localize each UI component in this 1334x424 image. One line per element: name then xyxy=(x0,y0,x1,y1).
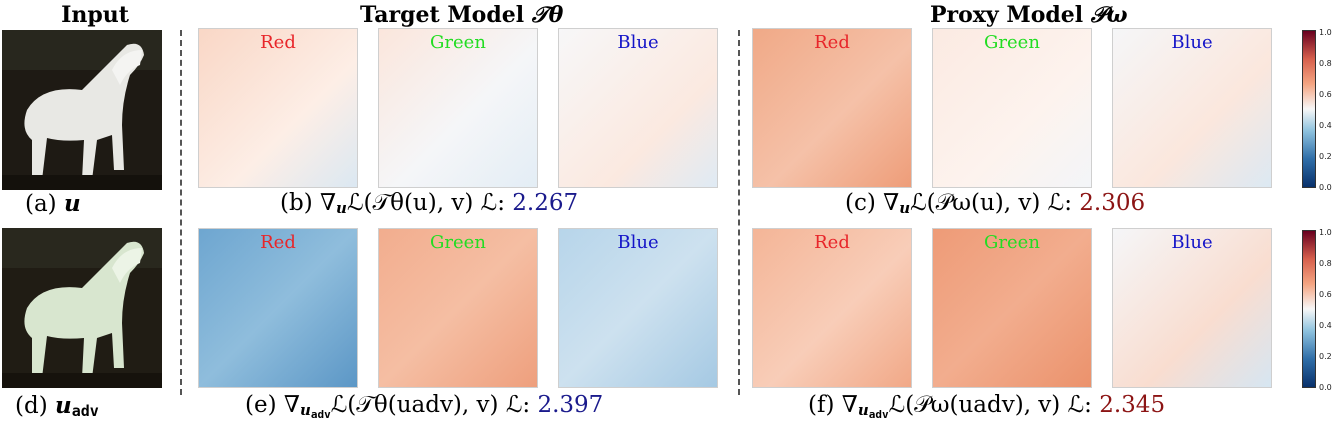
caption-b-loss-value: 2.267 xyxy=(512,190,579,216)
caption-c-var: u xyxy=(899,199,911,217)
gradient-map-target-blue-uadv xyxy=(558,228,718,388)
separator-right xyxy=(738,30,740,395)
caption-e-expression: ℒ(𝒯θ(uadv), v) xyxy=(330,392,499,418)
gradient-map-proxy-blue-u xyxy=(1112,28,1272,188)
separator-left xyxy=(180,30,182,395)
colorbar-bottom xyxy=(1302,230,1316,388)
caption-d: (d) uadv xyxy=(15,392,99,420)
gradient-map-proxy-green-uadv xyxy=(932,228,1092,388)
caption-f: (f) ∇uadvℒ(𝒫ω(uadv), v) ℒ: 2.345 xyxy=(808,392,1165,421)
colorbar-tick: 0.6 xyxy=(1319,90,1332,99)
gradient-map-proxy-red-uadv xyxy=(752,228,912,388)
gradient-map-proxy-red-u xyxy=(752,28,912,188)
colorbar-tick: 1.0 xyxy=(1319,228,1332,237)
colorbar-tick: 0.0 xyxy=(1319,383,1332,392)
caption-b-label: (b) xyxy=(280,190,313,216)
colorbar-tick: 0.6 xyxy=(1319,290,1332,299)
caption-b-expression: ℒ(𝒯θ(u), v) xyxy=(346,190,474,216)
horse-image-original xyxy=(2,30,162,190)
label-green: Green xyxy=(430,232,486,253)
label-green: Green xyxy=(984,232,1040,253)
caption-d-sub: adv xyxy=(71,402,99,420)
caption-e-var: u xyxy=(299,401,311,419)
caption-f-label: (f) xyxy=(808,392,835,418)
caption-e: (e) ∇uadvℒ(𝒯θ(uadv), v) ℒ: 2.397 xyxy=(245,392,603,421)
caption-d-var: u xyxy=(54,392,72,419)
horse-image-adversarial xyxy=(2,228,162,388)
label-blue: Blue xyxy=(1171,32,1213,53)
caption-b-nabla: ∇ xyxy=(319,190,337,216)
caption-c-expression: ℒ(𝒫ω(u), v) xyxy=(910,190,1041,216)
header-proxy-model: Proxy Model 𝒫ω xyxy=(930,2,1128,28)
caption-c-loss-label: ℒ: xyxy=(1047,190,1072,216)
caption-b-var: u xyxy=(336,199,347,217)
caption-c: (c) ∇uℒ(𝒫ω(u), v) ℒ: 2.306 xyxy=(845,190,1145,217)
header-target-model: Target Model 𝒯θ xyxy=(360,2,563,28)
colorbar-tick: 0.8 xyxy=(1319,259,1332,268)
label-red: Red xyxy=(260,32,296,53)
caption-e-loss-label: ℒ: xyxy=(505,392,531,418)
gradient-map-target-red-uadv xyxy=(198,228,358,388)
caption-e-loss-value: 2.397 xyxy=(537,392,604,418)
caption-f-loss-value: 2.345 xyxy=(1099,392,1166,418)
colorbar-tick: 0.4 xyxy=(1319,321,1332,330)
label-red: Red xyxy=(260,232,296,253)
label-blue: Blue xyxy=(1171,232,1213,253)
colorbar-tick: 0.0 xyxy=(1319,183,1332,192)
label-blue: Blue xyxy=(617,232,659,253)
caption-f-expression: ℒ(𝒫ω(uadv), v) xyxy=(888,392,1061,418)
caption-e-label: (e) xyxy=(245,392,277,418)
label-blue: Blue xyxy=(617,32,659,53)
caption-a-var: u xyxy=(63,190,81,217)
colorbar-tick: 0.2 xyxy=(1319,152,1332,161)
colorbar-tick: 0.4 xyxy=(1319,121,1332,130)
colorbar-tick: 0.8 xyxy=(1319,59,1332,68)
gradient-map-target-red-u xyxy=(198,28,358,188)
header-input: Input xyxy=(61,2,129,28)
header-target-text: Target Model xyxy=(360,2,532,28)
gradient-map-target-blue-u xyxy=(558,28,718,188)
header-proxy-symbol: 𝒫ω xyxy=(1090,2,1128,28)
caption-d-label: (d) xyxy=(15,393,48,419)
colorbar-tick: 0.2 xyxy=(1319,352,1332,361)
header-proxy-text: Proxy Model xyxy=(930,2,1091,28)
gradient-map-target-green-u xyxy=(378,28,538,188)
label-green: Green xyxy=(430,32,486,53)
gradient-map-target-green-uadv xyxy=(378,228,538,388)
caption-c-label: (c) xyxy=(845,190,876,216)
caption-b: (b) ∇uℒ(𝒯θ(u), v) ℒ: 2.267 xyxy=(280,190,578,217)
caption-c-nabla: ∇ xyxy=(883,190,900,216)
caption-f-var: u xyxy=(857,401,869,419)
header-target-symbol: 𝒯θ xyxy=(531,2,564,28)
colorbar-top xyxy=(1302,30,1316,188)
caption-e-nabla: ∇ xyxy=(283,392,300,418)
caption-c-loss-value: 2.306 xyxy=(1079,190,1146,216)
label-red: Red xyxy=(814,32,850,53)
gradient-map-proxy-green-u xyxy=(932,28,1092,188)
caption-e-sub: adv xyxy=(310,408,331,421)
caption-f-sub: adv xyxy=(868,408,889,421)
label-green: Green xyxy=(984,32,1040,53)
gradient-map-proxy-blue-uadv xyxy=(1112,228,1272,388)
caption-a-label: (a) xyxy=(25,191,57,217)
caption-f-loss-label: ℒ: xyxy=(1067,392,1092,418)
caption-a: (a) u xyxy=(25,190,81,217)
caption-f-nabla: ∇ xyxy=(841,392,858,418)
caption-b-loss-label: ℒ: xyxy=(480,190,505,216)
label-red: Red xyxy=(814,232,850,253)
colorbar-tick: 1.0 xyxy=(1319,28,1332,37)
